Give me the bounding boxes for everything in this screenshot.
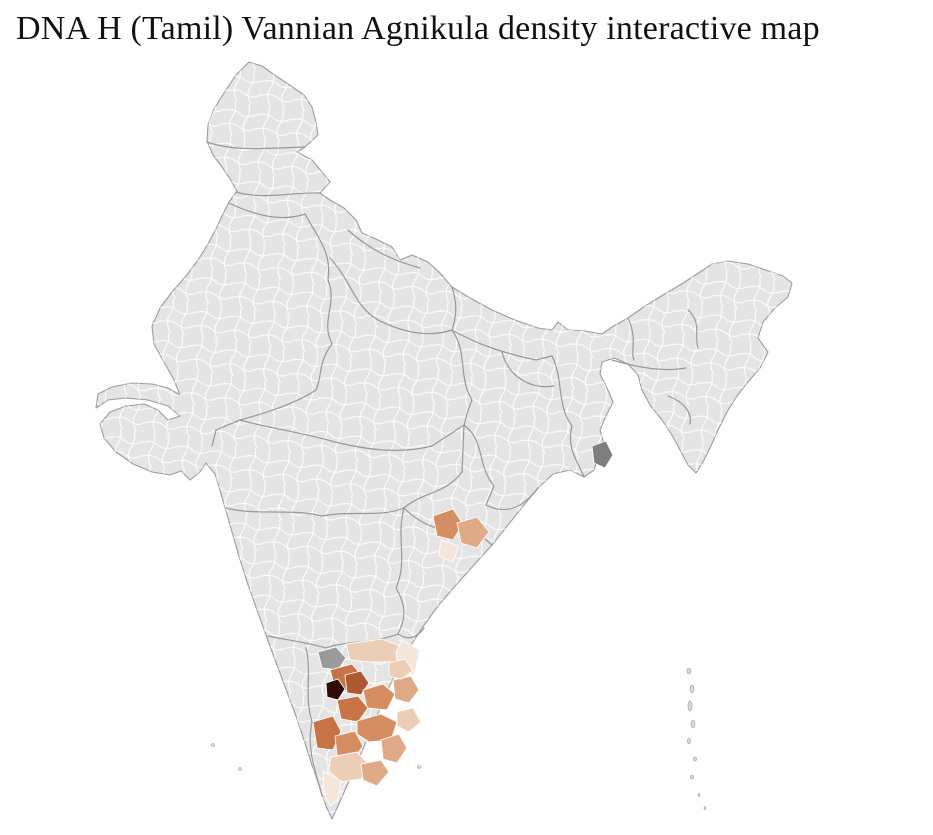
district-tn-14[interactable] [322, 770, 342, 807]
district-tn-13[interactable] [328, 751, 370, 783]
district-od-2[interactable] [456, 516, 490, 549]
india-landmass[interactable] [95, 61, 793, 820]
page-title: DNA H (Tamil) Vannian Agnikula density i… [16, 10, 820, 47]
district-tn-6[interactable] [336, 695, 369, 723]
district-tn-15[interactable] [360, 759, 390, 787]
district-od-3[interactable] [438, 539, 460, 563]
district-od-1[interactable] [432, 508, 464, 541]
odisha-andhra-border-cluster [432, 508, 490, 563]
district-tn-16[interactable] [396, 707, 422, 733]
district-wb-dark[interactable] [591, 440, 614, 469]
district-tn-gray[interactable] [317, 646, 347, 671]
district-tn-8[interactable] [388, 658, 414, 680]
lakshadweep-islands[interactable] [211, 743, 421, 771]
state-boundaries [206, 141, 699, 797]
district-tn-7[interactable] [392, 675, 420, 704]
district-tn-12[interactable] [380, 733, 408, 764]
tamil-nadu-cluster [312, 638, 422, 807]
district-tn-5[interactable] [362, 683, 396, 711]
andaman-nicobar-islands[interactable] [686, 667, 707, 810]
district-tn-darkest[interactable] [325, 678, 346, 701]
